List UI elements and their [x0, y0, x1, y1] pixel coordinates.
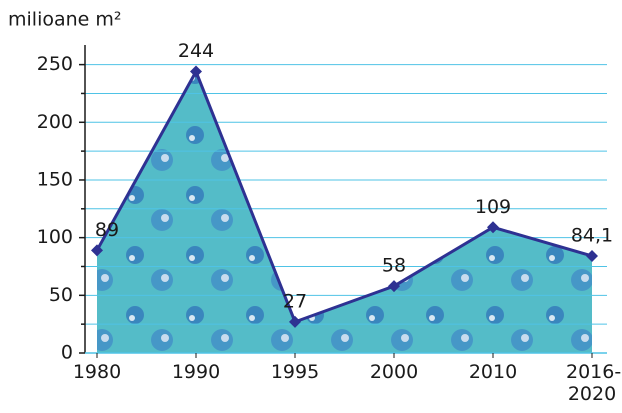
y-tick-label: 100: [37, 226, 73, 248]
data-label: 89: [95, 219, 119, 241]
marker: [289, 315, 301, 328]
marker: [190, 65, 202, 78]
y-tick-label: 0: [61, 342, 73, 364]
y-tick-label: 150: [37, 168, 73, 190]
marker: [388, 280, 400, 293]
area: [97, 71, 592, 354]
data-label: 58: [382, 255, 406, 277]
data-label: 27: [283, 290, 307, 312]
y-tick-label: 50: [49, 284, 73, 306]
marker: [91, 244, 103, 257]
line: [95, 68, 593, 324]
y-tick-label: 200: [37, 111, 73, 133]
x-tick-label: 2010: [468, 361, 518, 383]
y-tick-label: 250: [37, 53, 73, 75]
x-tick-label: 2000: [369, 361, 419, 383]
x-tick-label: 1990: [171, 361, 221, 383]
marker: [586, 249, 598, 262]
x-tick-label: 1995: [270, 361, 320, 383]
data-label: 84,1: [571, 224, 613, 246]
data-label: 244: [178, 40, 214, 62]
data-label: 109: [475, 196, 511, 218]
x-tick-label: 1980: [72, 361, 122, 383]
y-axis-label: milioane m²: [8, 9, 122, 31]
marker: [487, 221, 499, 234]
x-tick-label: 2016-2020: [566, 361, 622, 405]
